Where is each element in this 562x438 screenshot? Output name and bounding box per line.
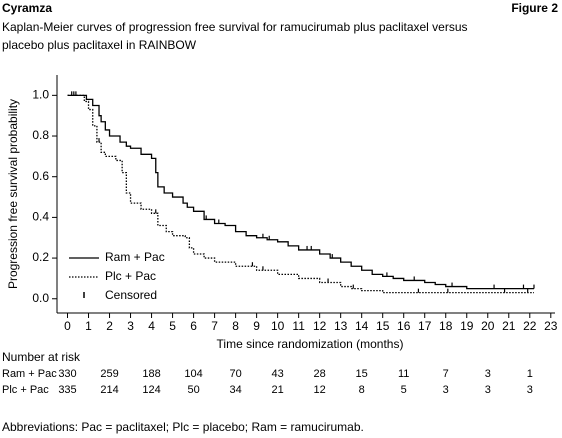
- x-tick-label: 17: [418, 319, 432, 333]
- risk-value: 1: [527, 368, 533, 380]
- risk-value: 15: [356, 368, 368, 380]
- x-tick-label: 20: [481, 319, 495, 333]
- x-tick-label: 0: [64, 319, 71, 333]
- risk-title: Number at risk: [2, 350, 81, 364]
- risk-value: 7: [443, 368, 449, 380]
- x-tick-label: 22: [523, 319, 537, 333]
- x-tick-label: 12: [313, 319, 327, 333]
- x-tick-label: 3: [127, 319, 134, 333]
- risk-value: 124: [142, 384, 160, 396]
- x-tick-label: 9: [253, 319, 260, 333]
- x-tick-label: 10: [271, 319, 285, 333]
- x-tick-label: 8: [232, 319, 239, 333]
- legend-label: Ram + Pac: [105, 250, 165, 264]
- x-tick-label: 1: [85, 319, 92, 333]
- risk-value: 11: [398, 368, 409, 380]
- risk-value: 188: [142, 368, 160, 380]
- risk-value: 335: [58, 384, 76, 396]
- risk-value: 3: [485, 368, 491, 380]
- risk-value: 28: [314, 368, 326, 380]
- brand: Cyramza: [2, 1, 52, 15]
- risk-value: 3: [443, 384, 449, 396]
- y-tick-label: 0.0: [32, 291, 49, 305]
- y-axis-label: Progression free survival probability: [6, 99, 20, 289]
- risk-value: 70: [229, 368, 241, 380]
- y-tick-label: 1.0: [32, 88, 49, 102]
- x-tick-label: 11: [292, 319, 305, 333]
- y-tick-label: 0.6: [32, 169, 49, 183]
- y-tick-label: 0.4: [32, 210, 49, 224]
- chart-title: placebo plus paclitaxel in RAINBOW: [2, 38, 197, 52]
- risk-row-label: Plc + Pac: [2, 384, 49, 396]
- y-tick-label: 0.2: [32, 250, 49, 264]
- risk-value: 43: [272, 368, 284, 380]
- survival-curve: [67, 94, 534, 290]
- risk-value: 214: [100, 384, 118, 396]
- x-tick-label: 14: [355, 319, 369, 333]
- x-axis-label: Time since randomization (months): [217, 337, 404, 351]
- risk-value: 34: [229, 384, 241, 396]
- risk-value: 3: [485, 384, 491, 396]
- x-tick-label: 13: [334, 319, 348, 333]
- risk-value: 21: [272, 384, 284, 396]
- risk-value: 3: [527, 384, 533, 396]
- legend-label: Plc + Pac: [105, 269, 156, 283]
- x-tick-label: 4: [148, 319, 155, 333]
- x-tick-label: 6: [190, 319, 197, 333]
- x-tick-label: 18: [439, 319, 453, 333]
- chart-title: Kaplan-Meier curves of progression free …: [2, 20, 468, 34]
- risk-value: 104: [184, 368, 202, 380]
- risk-value: 5: [401, 384, 407, 396]
- x-tick-label: 19: [460, 319, 474, 333]
- x-tick-label: 21: [502, 319, 516, 333]
- x-tick-label: 7: [211, 319, 218, 333]
- y-tick-label: 0.8: [32, 128, 49, 142]
- footnote: Abbreviations: Pac = paclitaxel; Plc = p…: [2, 420, 364, 434]
- survival-curve: [67, 94, 534, 294]
- legend-label: Censored: [105, 288, 157, 302]
- risk-value: 8: [359, 384, 365, 396]
- risk-value: 330: [58, 368, 76, 380]
- figure-label: Figure 2: [511, 1, 558, 15]
- x-tick-label: 2: [106, 319, 113, 333]
- x-tick-label: 15: [376, 319, 390, 333]
- risk-value: 50: [187, 384, 199, 396]
- risk-value: 12: [314, 384, 326, 396]
- risk-value: 259: [100, 368, 118, 380]
- x-tick-label: 16: [397, 319, 411, 333]
- x-tick-label: 5: [169, 319, 176, 333]
- risk-row-label: Ram + Pac: [2, 368, 57, 380]
- x-tick-label: 23: [544, 319, 558, 333]
